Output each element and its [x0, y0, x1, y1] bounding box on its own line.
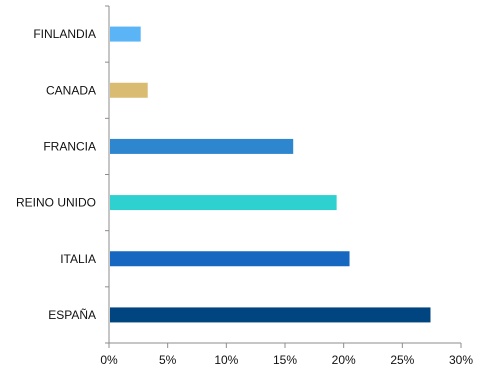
category-label-italia: ITALIA [60, 252, 96, 266]
x-tick-label: 5% [159, 353, 177, 367]
axis-layer [105, 5, 462, 348]
x-tick-label: 10% [214, 353, 238, 367]
category-label-espana: ESPAÑA [48, 308, 96, 322]
x-tick-label: 15% [273, 353, 297, 367]
x-tick-label: 0% [100, 353, 118, 367]
bar-canada [110, 82, 148, 98]
category-label-francia: FRANCIA [43, 139, 96, 153]
bar-francia [110, 138, 294, 154]
bar-italia [110, 251, 350, 267]
bar-reino-unido [110, 195, 337, 211]
category-label-finlandia: FINLANDIA [33, 27, 96, 41]
bar-finlandia [110, 26, 141, 42]
category-label-canada: CANADA [46, 83, 96, 97]
x-tick-label: 25% [390, 353, 414, 367]
x-tick-label: 20% [332, 353, 356, 367]
bar-espana [110, 307, 431, 323]
bars-layer [110, 26, 431, 323]
category-label-reino-unido: REINO UNIDO [16, 196, 96, 210]
x-tick-label: 30% [449, 353, 473, 367]
labels-layer: FINLANDIA CANADA FRANCIA REINO UNIDO ITALIA E… [16, 27, 473, 367]
